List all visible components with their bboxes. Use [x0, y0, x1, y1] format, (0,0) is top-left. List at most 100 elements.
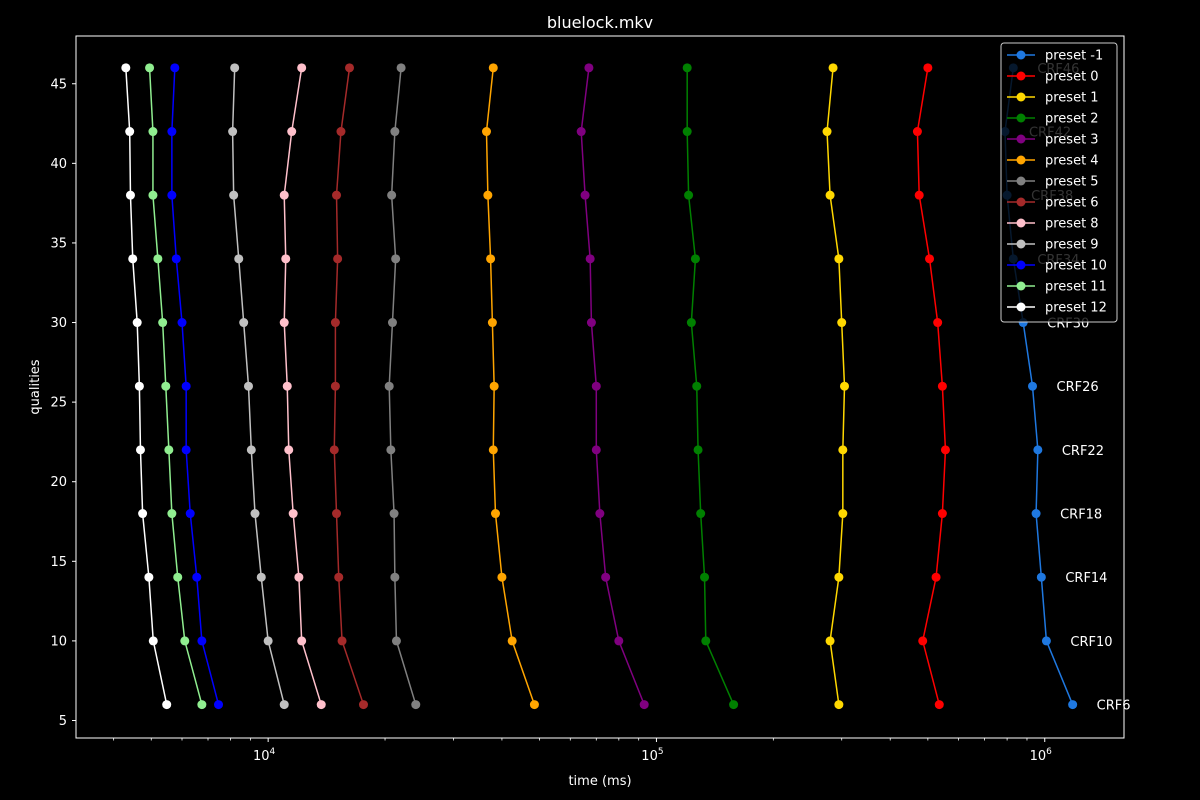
data-point	[279, 700, 289, 710]
data-point	[297, 636, 307, 646]
data-point	[279, 318, 289, 328]
data-point	[931, 572, 941, 582]
legend-box	[1000, 42, 1118, 323]
data-point	[834, 700, 844, 710]
series-2	[822, 63, 849, 710]
y-tick-label: 30	[50, 316, 67, 331]
data-point	[838, 509, 848, 519]
legend-marker	[1016, 113, 1026, 123]
data-point	[837, 318, 847, 328]
data-point	[690, 254, 700, 264]
legend-label: preset 9	[1045, 238, 1099, 253]
data-point	[914, 190, 924, 200]
data-point	[507, 636, 517, 646]
data-point	[591, 445, 601, 455]
legend-label: preset 8	[1045, 217, 1099, 232]
data-point	[387, 318, 397, 328]
point-label: CRF10	[1070, 635, 1112, 650]
data-point	[828, 63, 838, 73]
legend-marker	[1016, 302, 1026, 312]
point-label: CRF6	[1097, 699, 1131, 714]
data-point	[585, 254, 595, 264]
data-point	[148, 190, 158, 200]
x-tick-label: 106	[1030, 747, 1053, 764]
data-point	[214, 700, 224, 710]
data-point	[197, 636, 207, 646]
legend-item: preset 4	[1007, 154, 1099, 169]
data-point	[584, 63, 594, 73]
data-point	[180, 636, 190, 646]
data-point	[937, 381, 947, 391]
data-point	[614, 636, 624, 646]
data-point	[167, 190, 177, 200]
data-point	[682, 127, 692, 137]
data-point	[489, 381, 499, 391]
data-point	[138, 509, 148, 519]
legend-item: preset 10	[1007, 259, 1107, 274]
legend-item: preset 12	[1007, 301, 1107, 316]
x-axis: 104 105 106	[113, 738, 1053, 764]
series-1	[912, 63, 950, 710]
data-point	[345, 63, 355, 73]
legend-label: preset 5	[1045, 175, 1099, 190]
data-point	[937, 509, 947, 519]
legend-marker	[1016, 260, 1026, 270]
legend-label: preset -1	[1045, 49, 1103, 64]
data-point	[391, 636, 401, 646]
data-point	[144, 572, 154, 582]
data-point	[384, 381, 394, 391]
data-point	[580, 190, 590, 200]
series-9	[228, 63, 289, 710]
data-point	[256, 572, 266, 582]
legend-marker	[1016, 71, 1026, 81]
legend-item: preset 9	[1007, 238, 1099, 253]
data-point	[483, 190, 493, 200]
axes-frame	[75, 35, 1125, 739]
data-point	[229, 190, 239, 200]
data-point	[686, 318, 696, 328]
legend-marker	[1016, 281, 1026, 291]
data-point	[529, 700, 539, 710]
data-point	[288, 509, 298, 519]
y-axis-label: qualities	[28, 359, 43, 414]
y-tick-label: 10	[50, 634, 67, 649]
data-point	[243, 381, 253, 391]
legend-label: preset 6	[1045, 196, 1099, 211]
x-tick-label: 105	[641, 747, 663, 764]
data-point	[239, 318, 249, 328]
data-point	[358, 700, 368, 710]
data-point	[125, 190, 135, 200]
series-5	[481, 63, 539, 710]
data-point	[387, 190, 397, 200]
legend-label: preset 10	[1045, 259, 1107, 274]
data-point	[912, 127, 922, 137]
data-point	[497, 572, 507, 582]
data-point	[390, 572, 400, 582]
series-3	[682, 63, 739, 710]
data-point	[294, 572, 304, 582]
data-point	[1031, 509, 1041, 519]
data-point	[1068, 700, 1078, 710]
legend-label: preset 11	[1045, 280, 1107, 295]
data-point	[693, 445, 703, 455]
legend-marker	[1016, 176, 1026, 186]
data-point	[822, 127, 832, 137]
data-point	[390, 127, 400, 137]
data-point	[167, 509, 177, 519]
data-point	[700, 572, 710, 582]
data-point	[601, 572, 611, 582]
data-point	[332, 509, 342, 519]
data-point	[279, 190, 289, 200]
point-label: CRF14	[1065, 571, 1107, 586]
legend-item: preset -1	[1007, 49, 1103, 64]
data-point	[595, 509, 605, 519]
x-axis-label: time (ms)	[568, 774, 631, 789]
data-point	[185, 509, 195, 519]
data-point	[684, 190, 694, 200]
data-point	[284, 445, 294, 455]
data-point	[576, 127, 586, 137]
data-point	[825, 636, 835, 646]
series-12	[121, 63, 172, 710]
legend: preset -1 preset 0 preset 1 preset 2 preset …	[1000, 42, 1118, 323]
